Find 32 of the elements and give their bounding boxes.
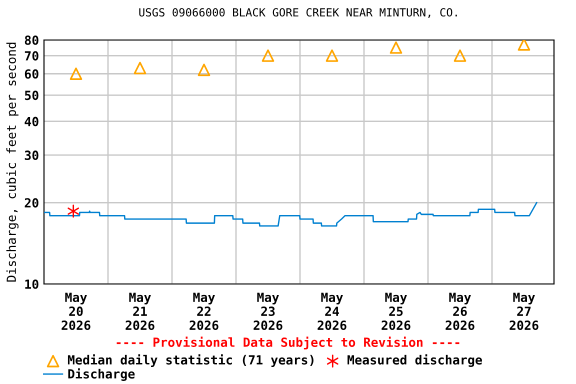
x-tick-label: May 21 2026: [126, 292, 154, 330]
y-axis-title: Discharge, cubic feet per second: [6, 42, 19, 282]
y-tick-label: 70: [24, 51, 38, 61]
x-tick-label: May 26 2026: [446, 292, 474, 330]
point: [262, 49, 274, 62]
point: [326, 49, 338, 62]
y-tick-label: 30: [24, 150, 38, 160]
point: [518, 40, 530, 51]
legend-label: Measured discharge: [348, 354, 482, 367]
y-tick-label: 10: [25, 279, 38, 289]
line-series: [44, 202, 538, 227]
x-tick-label: May 25 2026: [382, 292, 410, 330]
x-tick-label: May 24 2026: [318, 292, 346, 330]
x-tick-label: May 27 2026: [510, 292, 538, 330]
point: [134, 62, 146, 74]
text: ---- Provisional Data Subject to Revision ----: [116, 336, 460, 350]
y-tick-label: 80: [24, 35, 38, 45]
chart-title: USGS 09066000 BLACK GORE CREEK NEAR MINTURN, CO.: [139, 8, 457, 18]
y-tick-label: 60: [24, 69, 38, 79]
point: [70, 68, 82, 80]
y-tick-label: 40: [24, 116, 38, 126]
y-tick-label: 50: [24, 90, 38, 100]
point: [198, 64, 210, 76]
point: [390, 41, 402, 54]
point: [68, 204, 80, 218]
x-tick-label: May 23 2026: [254, 292, 282, 330]
x-tick-label: May 20 2026: [62, 292, 90, 330]
legend-label: Median daily statistic (71 years): [68, 354, 314, 367]
legend-label: Discharge: [68, 368, 135, 381]
x-tick-label: May 22 2026: [190, 292, 218, 330]
y-tick-label: 20: [24, 198, 38, 208]
point: [454, 49, 466, 62]
